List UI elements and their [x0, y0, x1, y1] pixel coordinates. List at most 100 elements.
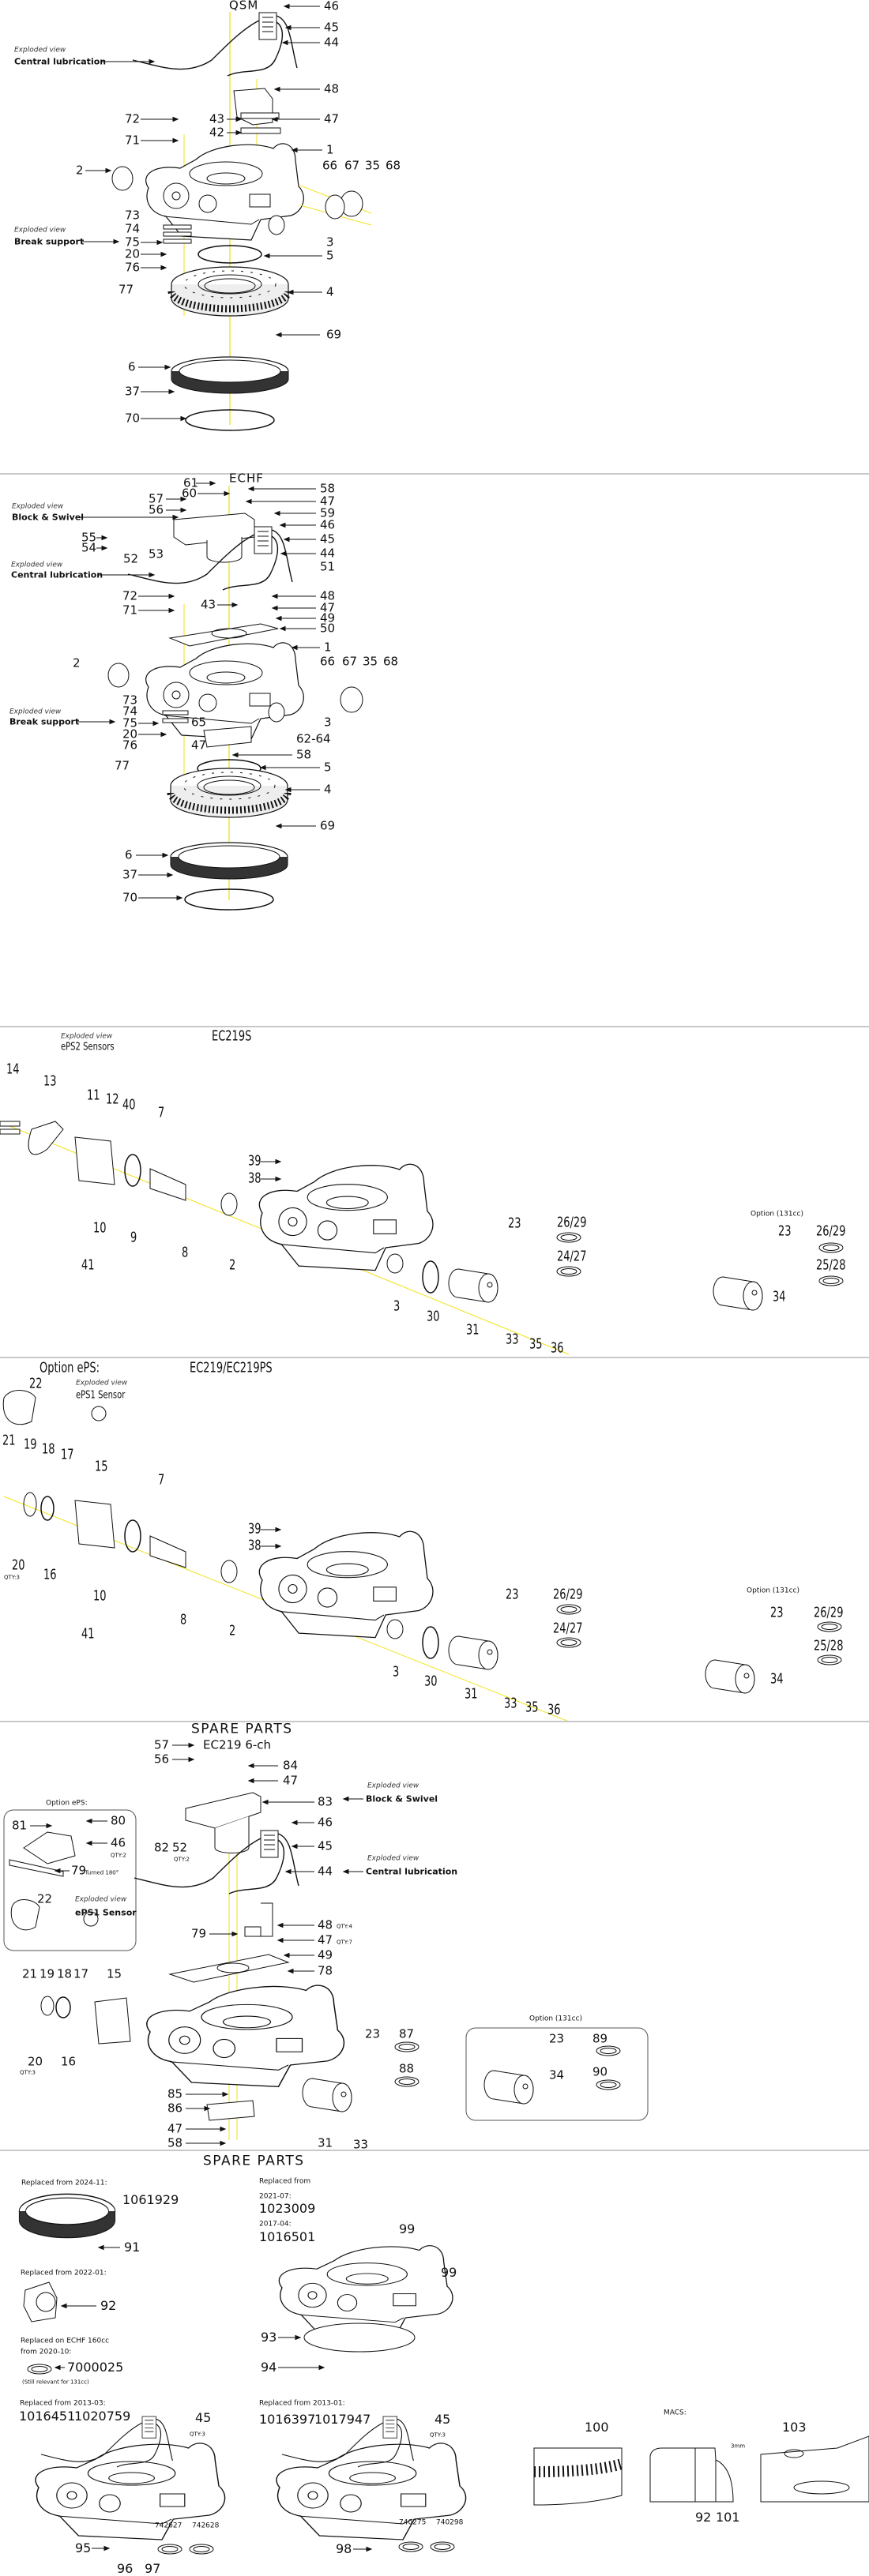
- qsm-part-callout-67: 67: [344, 158, 360, 173]
- ec219-ec219ps-part-callout-25-28: 25/28: [814, 1638, 844, 1655]
- spare-parts-ec219-6ch-part-callout-15: 15: [107, 1966, 122, 1981]
- echf-part-callout-70: 70: [122, 890, 138, 905]
- spare-parts-annotation-text-qty-3: QTY:3: [190, 2431, 205, 2438]
- ec219-ec219ps-part-callout-41: 41: [81, 1626, 95, 1643]
- leader-arrowhead: [291, 1819, 298, 1826]
- spare-parts-ec219-6ch-annotation-text-block-swivel: Block & Swivel: [366, 1793, 438, 1804]
- ec219-ec219ps-part-callout-33: 33: [504, 1695, 517, 1713]
- echf-part-callout-59: 59: [320, 505, 336, 520]
- leader-arrowhead: [220, 2140, 227, 2146]
- echf-part-callout-74: 74: [122, 704, 138, 719]
- qsm-annotation-text-qsm: QSM: [229, 0, 259, 13]
- ec219s-part-callout-41: 41: [81, 1257, 95, 1275]
- echf-part-callout-1: 1: [324, 640, 332, 655]
- spare-parts-annotation-text-replaced-from-2024-11: Replaced from 2024-11:: [21, 2179, 107, 2187]
- ec219-ec219ps-part-callout-22: 22: [29, 1376, 43, 1393]
- spare-parts-ec219-6ch-part-callout-79: 79: [191, 1926, 207, 1941]
- echf-annotation-text-block-swivel: Block & Swivel: [12, 512, 85, 523]
- spare-parts-part-callout-92: 92: [100, 2298, 117, 2313]
- qsm-part-callout-69: 69: [326, 327, 342, 342]
- leader-arrowhead: [224, 490, 231, 497]
- spare-parts-ec219-6ch-part-callout-87: 87: [399, 2026, 415, 2041]
- qsm-part-callout-72: 72: [125, 111, 141, 126]
- spare-parts-part-callout-97: 97: [145, 2561, 161, 2576]
- echf-part-callout-57: 57: [149, 491, 164, 506]
- leader-arrowhead: [172, 116, 179, 122]
- ec219-ec219ps-part-callout-39: 39: [248, 1521, 261, 1538]
- spare-parts-ec219-6ch-part-callout-20: 20: [28, 2054, 43, 2069]
- ec219-ec219ps-annotation-text-exploded-view: Exploded view: [76, 1379, 128, 1388]
- spare-parts-ec219-6ch-part-callout-85: 85: [167, 2086, 183, 2101]
- echf-annotation-text-exploded-view: Exploded view: [9, 708, 62, 716]
- echf-part-callout-48: 48: [320, 588, 336, 603]
- echf-part-callout-35: 35: [363, 654, 378, 669]
- leader-arrowhead: [46, 1823, 53, 1829]
- spare-parts-ec219-6ch-annotation-text-qty-3: QTY:3: [20, 2069, 36, 2076]
- spare-parts-annotation-text-2017-04: 2017-04:: [259, 2220, 292, 2229]
- leader-arrowhead: [271, 605, 278, 611]
- spare-parts-ec219-6ch-part-callout-46: 46: [111, 1835, 126, 1850]
- spare-parts-part-callout-742628: 742628: [192, 2522, 220, 2530]
- echf-part-callout-49: 49: [320, 610, 336, 625]
- echf-part-callout-58: 58: [296, 747, 312, 762]
- spare-parts-part-callout-1017947: 1017947: [314, 2412, 371, 2427]
- spare-parts-part-callout-91: 91: [124, 2240, 141, 2255]
- qsm-part-callout-4: 4: [326, 284, 334, 299]
- spare-parts-part-callout-96: 96: [117, 2561, 134, 2576]
- echf-part-callout-62-64: 62-64: [296, 731, 331, 746]
- ec219s-annotation-text-eps2-sensors: ePS2 Sensors: [61, 1042, 115, 1053]
- qsm-annotation-text-break-support: Break support: [14, 236, 85, 247]
- leader-arrowhead: [279, 625, 286, 632]
- spare-parts-part-callout-740275: 740275: [399, 2518, 427, 2527]
- leader-arrowhead: [283, 1952, 290, 1958]
- leader-arrowhead: [162, 852, 169, 858]
- qsm-part-callout-73: 73: [125, 208, 141, 223]
- qsm-part-callout-77: 77: [118, 282, 134, 297]
- spare-parts-part-callout-45: 45: [195, 2410, 212, 2425]
- qsm-part-callout-37: 37: [125, 384, 141, 399]
- spare-parts-ec219-6ch-part-callout-22: 22: [37, 1891, 53, 1906]
- ec219s-part-callout-7: 7: [158, 1105, 165, 1122]
- spare-parts-ec219-6ch-part-callout-18: 18: [57, 1966, 73, 1981]
- ec219s-part-callout-25-28: 25/28: [816, 1257, 846, 1275]
- ec219-ec219ps-part-callout-31: 31: [465, 1686, 478, 1703]
- qsm-part-callout-75: 75: [125, 235, 141, 250]
- spare-parts-ec219-6ch-part-callout-47: 47: [167, 2121, 183, 2136]
- spare-parts-ec219-6ch-part-callout-44: 44: [318, 1864, 333, 1879]
- spare-parts-ec219-6ch-annotation-text-ec219-6-ch: EC219 6-ch: [203, 1737, 272, 1752]
- ec219-ec219ps-part-callout-35: 35: [525, 1699, 539, 1717]
- echf-part-callout-65: 65: [191, 715, 207, 730]
- ec219-ec219ps-part-callout-34: 34: [770, 1671, 784, 1688]
- leader-arrowhead: [366, 2546, 373, 2552]
- spare-parts-annotation-text-still-relevant-for-131cc: (Still relevant for 131cc): [22, 2379, 89, 2386]
- qsm-part-callout-46: 46: [324, 0, 340, 13]
- echf-part-callout-37: 37: [122, 867, 138, 882]
- spare-parts-annotation-text-2021-07: 2021-07:: [259, 2192, 292, 2201]
- leader-arrowhead: [284, 24, 292, 31]
- leader-arrowhead: [275, 823, 282, 829]
- echf-part-callout-50: 50: [320, 621, 336, 636]
- leader-arrowhead: [261, 1799, 269, 1805]
- spare-parts-ec219-6ch-annotation-text-qty-7: QTY:7: [337, 1939, 352, 1946]
- leader-arrowhead: [245, 498, 252, 505]
- echf-part-callout-5: 5: [324, 760, 332, 775]
- ec219s-part-callout-12: 12: [106, 1091, 119, 1109]
- leader-arrowhead: [271, 593, 278, 599]
- leader-arrowhead: [113, 238, 120, 245]
- leader-arrowhead: [85, 1840, 92, 1846]
- leader-arrowhead: [160, 251, 167, 257]
- leader-arrowhead: [172, 137, 179, 144]
- leader-arrowhead: [60, 2303, 67, 2309]
- leader-arrowhead: [54, 2364, 61, 2371]
- leader-arrowhead: [275, 1176, 282, 1182]
- leader-arrowhead: [168, 593, 175, 599]
- echf-part-callout-55: 55: [81, 530, 97, 545]
- echf-part-callout-66: 66: [320, 654, 336, 669]
- leader-arrowhead: [109, 719, 116, 725]
- leader-arrowhead: [180, 507, 187, 513]
- leader-arrowhead: [156, 239, 164, 246]
- ec219-ec219ps-part-callout-24-27: 24/27: [553, 1620, 583, 1638]
- spare-parts-part-callout-1016397: 1016397: [259, 2412, 316, 2427]
- ec219s-part-callout-24-27: 24/27: [557, 1249, 587, 1266]
- echf-part-callout-76: 76: [122, 738, 138, 753]
